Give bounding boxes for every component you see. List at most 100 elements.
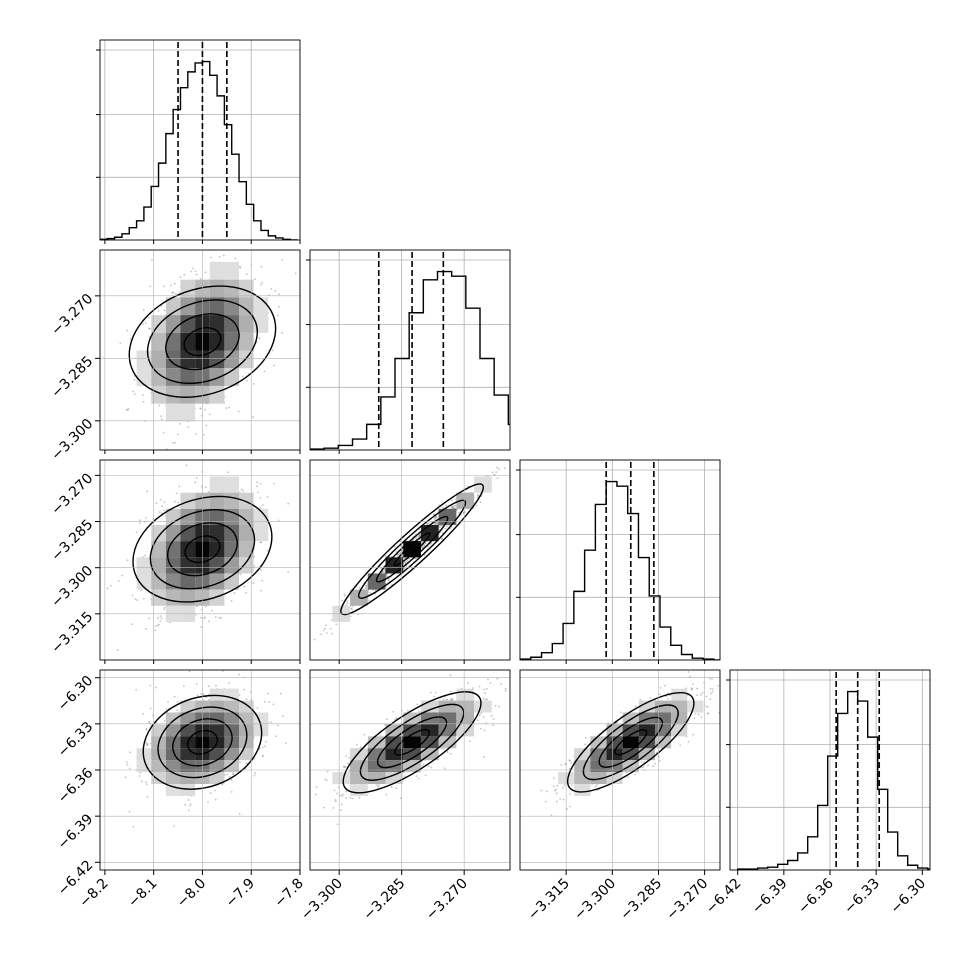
sample-point <box>158 404 161 407</box>
sample-point <box>433 513 435 516</box>
sample-point <box>418 534 421 537</box>
contour <box>184 535 221 564</box>
sample-point <box>271 349 274 352</box>
sample-point <box>187 809 190 812</box>
density-cell <box>438 700 457 713</box>
density-cell <box>456 688 475 701</box>
density-cell <box>165 350 181 369</box>
sample-point <box>163 720 166 722</box>
density-cell <box>224 525 240 542</box>
panel-3-2: −3.315−3.300−3.285−3.270 <box>519 669 721 923</box>
sample-point <box>202 433 205 436</box>
sample-point <box>176 709 179 711</box>
sample-point <box>417 777 420 780</box>
sample-point <box>171 291 174 294</box>
density-cell <box>367 772 386 785</box>
density-cell <box>165 385 181 404</box>
sample-point <box>226 773 229 776</box>
sample-point <box>385 573 387 576</box>
density-cell <box>209 748 225 761</box>
sample-point <box>711 690 714 693</box>
sample-point <box>429 691 432 694</box>
sample-point <box>404 556 407 559</box>
sample-point <box>385 573 388 576</box>
sample-point <box>446 751 449 754</box>
density-cell <box>209 368 225 386</box>
sample-point <box>329 627 332 630</box>
sample-point <box>173 695 176 698</box>
sample-point <box>279 692 282 695</box>
density-cell <box>165 332 181 351</box>
x-tick-label: −3.285 <box>361 876 409 924</box>
sample-point <box>434 516 437 519</box>
density-cell <box>224 350 240 369</box>
sample-point <box>126 764 129 766</box>
sample-point <box>145 781 147 784</box>
sample-point <box>214 798 217 801</box>
sample-point <box>346 602 349 605</box>
sample-point <box>260 265 263 268</box>
histogram-step <box>736 690 930 870</box>
sample-point <box>132 825 135 828</box>
sample-point <box>399 552 402 555</box>
sample-point <box>232 773 234 776</box>
sample-point <box>392 710 395 713</box>
sample-point <box>272 703 275 706</box>
sample-point <box>191 267 194 270</box>
density-cell <box>165 772 181 785</box>
sample-point <box>345 790 348 793</box>
sample-point <box>433 523 436 526</box>
density-cell <box>350 748 368 761</box>
sample-point <box>403 561 406 564</box>
sample-point <box>174 441 176 444</box>
sample-point <box>498 705 500 708</box>
sample-point <box>367 591 370 593</box>
density-cell <box>224 688 240 701</box>
sample-point <box>434 516 437 519</box>
sample-point <box>484 698 487 701</box>
sample-point <box>200 693 202 696</box>
sample-point <box>430 766 433 769</box>
sample-point <box>227 471 229 474</box>
sample-point <box>126 559 129 562</box>
density-cell <box>367 760 386 773</box>
sample-point <box>174 292 177 295</box>
sample-point <box>145 516 148 519</box>
density-cell <box>224 700 240 713</box>
sample-point <box>483 729 486 732</box>
sample-point <box>106 587 109 590</box>
sample-point <box>139 771 142 774</box>
sample-point <box>642 766 645 768</box>
sample-point <box>261 746 264 749</box>
sample-point <box>145 743 148 746</box>
sample-point <box>291 661 293 663</box>
panel-frame <box>519 459 721 661</box>
sample-point <box>135 688 138 691</box>
sample-point <box>696 694 699 697</box>
sample-point <box>399 797 402 800</box>
sample-point <box>313 638 316 641</box>
sample-point <box>131 390 134 393</box>
sample-point <box>138 519 141 522</box>
sample-point <box>697 713 700 716</box>
sample-point <box>468 740 471 743</box>
sample-point <box>150 259 153 261</box>
sample-point <box>257 491 260 494</box>
sample-point <box>433 513 436 516</box>
sample-point <box>194 270 197 273</box>
sample-point <box>325 779 328 782</box>
density-cell <box>253 508 269 525</box>
density-cell <box>136 573 152 590</box>
sample-point <box>160 418 163 421</box>
sample-point <box>245 698 248 701</box>
sample-point <box>355 743 358 746</box>
sample-point <box>239 265 241 268</box>
sample-point <box>239 573 242 576</box>
sample-point <box>155 686 157 689</box>
sample-point <box>504 687 507 690</box>
sample-point <box>187 799 190 801</box>
x-tick-label: −8.1 <box>125 876 160 911</box>
sample-point <box>496 466 498 469</box>
sample-point <box>404 561 407 564</box>
density-cell <box>456 700 475 713</box>
